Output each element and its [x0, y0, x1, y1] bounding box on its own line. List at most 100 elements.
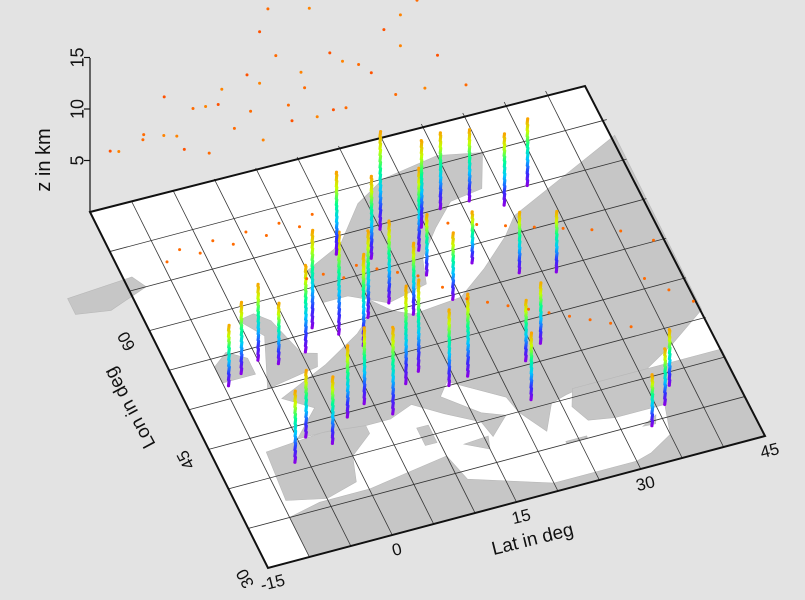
x-tick-label: 30 — [634, 472, 657, 495]
event-point — [629, 325, 633, 329]
event-point — [165, 260, 169, 264]
grid-line-lon — [188, 277, 686, 411]
track-point — [667, 328, 671, 332]
event-point — [141, 138, 145, 142]
track-34 — [502, 132, 507, 207]
event-point — [142, 133, 146, 137]
grid-line-lat — [545, 90, 724, 448]
grid-line-lat — [255, 167, 435, 525]
event-point — [382, 28, 386, 32]
event-point — [667, 288, 671, 292]
event-point — [590, 228, 594, 232]
track-point — [555, 209, 559, 214]
event-point — [436, 53, 439, 57]
track-point — [293, 389, 297, 393]
x-tick-label: -15 — [258, 570, 286, 594]
track-point — [304, 368, 308, 372]
event-point — [258, 81, 262, 85]
track-point — [387, 219, 391, 223]
track-36 — [451, 231, 456, 301]
event-point — [619, 229, 623, 233]
event-point — [375, 267, 379, 271]
grid-line-lat — [296, 156, 476, 514]
track-point — [346, 344, 350, 348]
event-point — [191, 107, 195, 110]
track-point — [650, 373, 654, 377]
hypocenter-points — [108, 0, 695, 464]
track-point — [524, 298, 528, 302]
event-point — [216, 103, 220, 106]
track-39 — [554, 209, 559, 274]
track-point — [526, 117, 530, 121]
event-point — [341, 59, 344, 63]
y-tick-label: 45 — [173, 447, 199, 473]
event-point — [277, 221, 281, 225]
event-point — [266, 7, 270, 11]
track-29 — [378, 130, 383, 231]
track-point — [379, 130, 383, 134]
track-28 — [369, 174, 374, 260]
event-point — [652, 238, 655, 242]
landmass-7 — [462, 435, 491, 450]
event-point — [504, 224, 507, 228]
track-point — [239, 300, 244, 304]
grid-line-lon — [149, 198, 647, 332]
landmass-9 — [565, 435, 588, 444]
event-point — [398, 44, 402, 48]
event-point — [290, 119, 294, 123]
track-point — [404, 284, 408, 288]
track-5 — [310, 228, 315, 330]
event-point — [162, 95, 166, 99]
event-point — [506, 304, 510, 308]
track-26 — [667, 328, 672, 387]
event-point — [305, 277, 309, 281]
event-point — [117, 150, 121, 153]
track-point — [417, 166, 421, 170]
y-axis-label: Lon in deg — [100, 363, 160, 451]
event-point — [398, 13, 402, 17]
event-point — [532, 225, 536, 229]
event-point — [486, 300, 489, 304]
event-point — [527, 307, 530, 311]
event-point — [211, 239, 215, 243]
track-point — [438, 131, 442, 135]
track-9 — [387, 219, 392, 305]
y-tick-label: 30 — [232, 566, 258, 592]
track-8 — [366, 229, 371, 319]
grid-line-lon — [228, 356, 726, 490]
event-point — [175, 134, 179, 138]
event-point — [245, 73, 249, 77]
grid-line-lat — [131, 200, 310, 558]
grid-line-lon — [129, 158, 627, 292]
track-0 — [226, 323, 231, 388]
track-23 — [538, 281, 543, 345]
event-point — [198, 251, 202, 255]
grid-line-lat — [420, 123, 600, 481]
track-point — [311, 228, 315, 232]
event-point — [643, 277, 646, 280]
event-point — [315, 115, 319, 119]
grid-line-lat — [213, 178, 393, 536]
event-point — [609, 321, 613, 325]
track-18 — [416, 278, 421, 373]
event-point — [588, 318, 592, 322]
event-point — [220, 87, 224, 91]
track-point — [470, 210, 474, 214]
event-point — [258, 30, 262, 34]
event-point — [357, 63, 361, 66]
track-25 — [663, 347, 668, 406]
track-6 — [337, 230, 342, 336]
track-point — [366, 229, 370, 233]
track-31 — [419, 139, 424, 229]
event-point — [307, 6, 311, 10]
event-point — [204, 105, 208, 108]
track-point — [334, 170, 339, 174]
track-13 — [330, 375, 335, 445]
event-point — [465, 297, 469, 301]
track-40 — [470, 210, 475, 265]
event-point — [207, 151, 211, 155]
grid-line-lon — [248, 396, 746, 529]
event-point — [310, 212, 314, 216]
track-32 — [438, 131, 443, 211]
